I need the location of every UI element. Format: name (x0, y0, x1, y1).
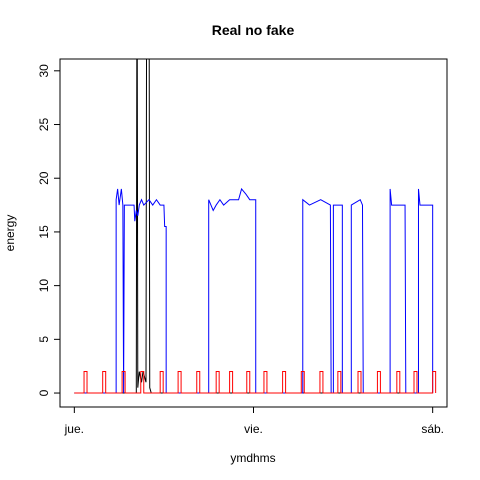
series-line (74, 59, 433, 394)
series-line (74, 187, 434, 394)
y-tick-label: 10 (37, 279, 51, 293)
x-axis-label: ymdhms (230, 451, 275, 465)
y-tick-label: 25 (37, 118, 51, 132)
series-line (74, 371, 437, 394)
y-tick-label: 5 (37, 336, 51, 343)
y-tick-label: 0 (37, 389, 51, 396)
chart-title: Real no fake (212, 22, 295, 38)
plot-frame (59, 58, 448, 408)
y-tick-label: 20 (37, 171, 51, 185)
x-tick-label: vie. (244, 422, 263, 436)
x-tick-label: jue. (64, 422, 84, 436)
plot-area (74, 59, 437, 394)
y-tick-label: 30 (37, 64, 51, 78)
x-tick-label: sáb. (421, 422, 444, 436)
y-axis-label: energy (3, 215, 17, 252)
y-tick-label: 15 (37, 225, 51, 239)
